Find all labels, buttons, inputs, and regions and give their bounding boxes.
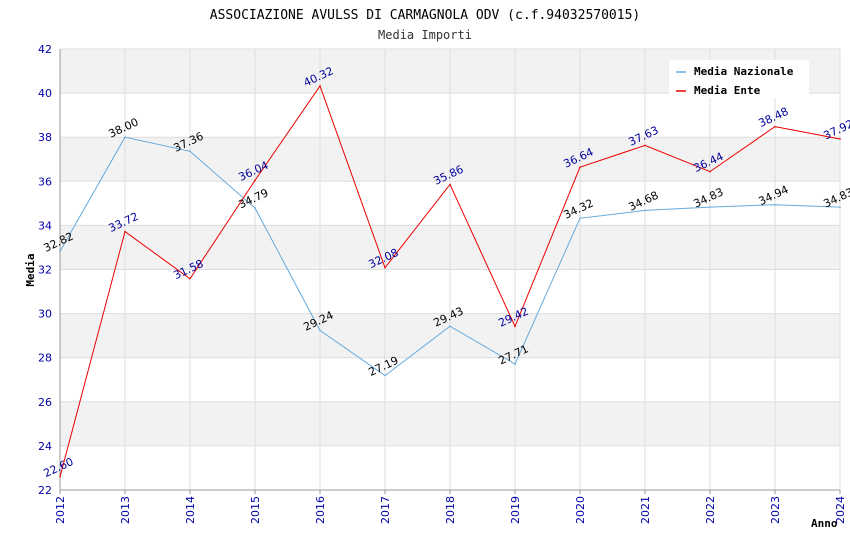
data-point-media-ente <box>124 230 126 233</box>
y-tick-label: 34 <box>38 219 52 232</box>
x-tick-label: 2012 <box>54 496 67 524</box>
data-point-media-ente <box>449 183 451 186</box>
y-tick-label: 26 <box>38 396 52 409</box>
x-tick-label: 2015 <box>249 496 262 524</box>
data-point-media-ente <box>254 179 256 182</box>
x-tick-label: 2023 <box>769 496 782 524</box>
data-point-media-ente <box>384 266 386 269</box>
x-tick-label: 2014 <box>184 496 197 524</box>
y-axis-label: Media <box>24 253 37 286</box>
y-tick-labels: 22 24 26 28 30 32 34 36 38 40 42 <box>38 43 52 497</box>
data-point-media-ente <box>839 138 841 140</box>
y-tick-label: 22 <box>38 484 52 497</box>
data-point-media-ente <box>579 166 581 168</box>
data-point-media-nazionale <box>449 325 451 327</box>
x-tick-label: 2017 <box>379 496 392 524</box>
data-point-media-ente <box>644 144 646 147</box>
legend-label-media-ente: Media Ente <box>694 84 761 97</box>
x-tick-label: 2018 <box>444 496 457 524</box>
data-point-media-nazionale <box>579 217 581 220</box>
y-tick-label: 30 <box>38 308 52 321</box>
y-tick-label: 38 <box>38 131 52 144</box>
y-tick-label: 40 <box>38 87 52 100</box>
data-point-media-ente <box>59 475 61 478</box>
x-tick-labels: 2012 2013 2014 2015 2016 2017 2018 2019 2020 2021… <box>54 496 847 524</box>
data-point-media-nazionale <box>384 374 386 377</box>
data-point-media-nazionale <box>709 206 711 208</box>
data-point-media-nazionale <box>124 136 126 138</box>
series-lines <box>59 84 841 478</box>
x-tick-label: 2019 <box>509 496 522 524</box>
x-tick-label: 2020 <box>574 496 587 524</box>
x-tick-label: 2013 <box>119 496 132 524</box>
data-point-media-nazionale <box>319 329 321 332</box>
x-tick-label: 2024 <box>834 496 847 524</box>
y-tick-label: 24 <box>38 440 52 453</box>
chart-title: ASSOCIAZIONE AVULSS DI CARMAGNOLA ODV (c… <box>210 8 640 23</box>
x-tick-label: 2021 <box>639 496 652 524</box>
data-point-media-nazionale <box>839 206 841 208</box>
x-tick-label: 2016 <box>314 496 327 524</box>
data-point-media-ente <box>514 325 516 328</box>
data-point-media-ente <box>709 170 711 173</box>
data-point-media-nazionale <box>644 209 646 212</box>
data-point-media-nazionale <box>189 150 191 153</box>
data-point-media-ente <box>774 125 776 128</box>
data-point-media-nazionale <box>514 363 516 365</box>
legend: Media Nazionale Media Ente <box>669 60 809 98</box>
x-tick-label: 2022 <box>704 496 717 524</box>
data-point-media-ente <box>319 85 321 87</box>
data-point-media-ente <box>189 277 191 280</box>
y-tick-label: 36 <box>38 175 52 188</box>
legend-box <box>669 60 809 98</box>
y-tick-label: 28 <box>38 352 52 365</box>
data-point-media-nazionale <box>774 203 776 206</box>
chart-subtitle: Media Importi <box>378 28 472 42</box>
y-tick-label: 32 <box>38 264 52 277</box>
x-axis-label: Anno <box>811 517 838 530</box>
y-tick-label: 42 <box>38 43 52 56</box>
data-point-media-nazionale <box>59 250 61 253</box>
axes <box>59 49 841 494</box>
data-point-media-nazionale <box>254 207 256 209</box>
legend-label-media-nazionale: Media Nazionale <box>694 65 794 78</box>
